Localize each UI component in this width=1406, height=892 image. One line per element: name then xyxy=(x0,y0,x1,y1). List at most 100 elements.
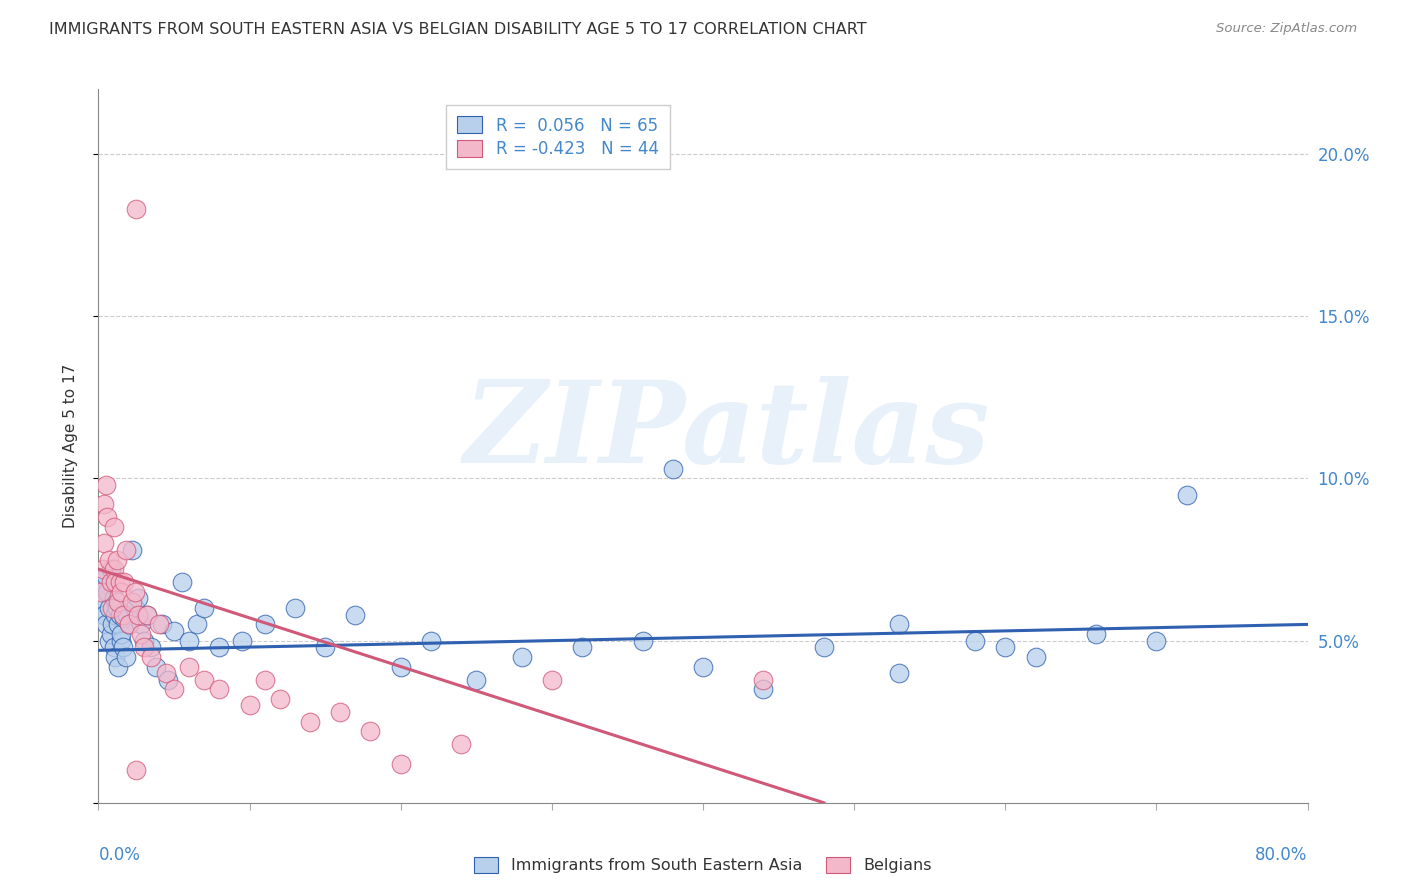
Point xyxy=(132,640,155,654)
Point xyxy=(420,633,443,648)
Point xyxy=(889,617,911,632)
Point xyxy=(108,607,131,622)
Point xyxy=(135,607,157,622)
Point xyxy=(571,640,593,654)
Point xyxy=(110,627,132,641)
Point xyxy=(112,611,135,625)
Point xyxy=(103,591,125,606)
Point xyxy=(94,617,117,632)
Point xyxy=(148,617,170,632)
Point xyxy=(90,585,112,599)
Point xyxy=(450,738,472,752)
Point xyxy=(163,624,186,638)
Point xyxy=(141,640,163,654)
Point xyxy=(118,617,141,632)
Point xyxy=(208,682,231,697)
Text: ZIPatlas: ZIPatlas xyxy=(464,376,990,487)
Point xyxy=(170,575,193,590)
Point xyxy=(110,633,132,648)
Point xyxy=(96,585,118,599)
Point xyxy=(692,659,714,673)
Point xyxy=(124,585,146,599)
Point xyxy=(510,649,533,664)
Point xyxy=(752,682,775,697)
Point xyxy=(94,568,117,582)
Point xyxy=(269,692,291,706)
Point xyxy=(105,552,128,566)
Point xyxy=(94,478,117,492)
Point xyxy=(155,666,177,681)
Point xyxy=(329,705,352,719)
Point xyxy=(110,585,132,599)
Point xyxy=(107,617,129,632)
Point xyxy=(101,617,124,632)
Point xyxy=(115,607,138,622)
Point xyxy=(91,595,114,609)
Point xyxy=(389,659,412,673)
Point xyxy=(132,633,155,648)
Point xyxy=(98,552,121,566)
Point xyxy=(111,607,134,622)
Point xyxy=(125,764,148,778)
Point xyxy=(1085,627,1108,641)
Point xyxy=(631,633,654,648)
Point xyxy=(91,562,114,576)
Point xyxy=(104,649,127,664)
Point xyxy=(93,497,115,511)
Point xyxy=(135,607,157,622)
Point xyxy=(1024,649,1046,664)
Point xyxy=(96,510,118,524)
Point xyxy=(965,633,987,648)
Point xyxy=(111,640,134,654)
Point xyxy=(150,617,173,632)
Point xyxy=(540,673,562,687)
Point xyxy=(360,724,382,739)
Point xyxy=(231,633,253,648)
Point xyxy=(179,633,201,648)
Point xyxy=(193,673,215,687)
Point xyxy=(129,617,152,632)
Point xyxy=(752,673,775,687)
Text: IMMIGRANTS FROM SOUTH EASTERN ASIA VS BELGIAN DISABILITY AGE 5 TO 17 CORRELATION: IMMIGRANTS FROM SOUTH EASTERN ASIA VS BE… xyxy=(49,22,868,37)
Point xyxy=(129,627,152,641)
Point xyxy=(98,633,121,648)
Point xyxy=(107,595,129,609)
Point xyxy=(994,640,1017,654)
Text: Source: ZipAtlas.com: Source: ZipAtlas.com xyxy=(1216,22,1357,36)
Point xyxy=(101,601,124,615)
Point xyxy=(90,575,112,590)
Point xyxy=(465,673,488,687)
Point xyxy=(208,640,231,654)
Point xyxy=(179,659,201,673)
Point xyxy=(344,607,367,622)
Text: 80.0%: 80.0% xyxy=(1256,846,1308,863)
Point xyxy=(193,601,215,615)
Point xyxy=(100,575,122,590)
Point xyxy=(93,607,115,622)
Point xyxy=(284,601,307,615)
Point xyxy=(107,659,129,673)
Point xyxy=(127,607,149,622)
Point xyxy=(112,575,135,590)
Point xyxy=(163,682,186,697)
Point xyxy=(239,698,262,713)
Point xyxy=(114,649,136,664)
Point xyxy=(104,575,127,590)
Point xyxy=(314,640,336,654)
Point xyxy=(121,595,143,609)
Point xyxy=(124,601,146,615)
Legend: Immigrants from South Eastern Asia, Belgians: Immigrants from South Eastern Asia, Belg… xyxy=(468,850,938,880)
Point xyxy=(98,601,121,615)
Point xyxy=(118,617,141,632)
Point xyxy=(889,666,911,681)
Point xyxy=(253,617,276,632)
Point xyxy=(145,659,167,673)
Legend: R =  0.056   N = 65, R = -0.423   N = 44: R = 0.056 N = 65, R = -0.423 N = 44 xyxy=(446,104,671,169)
Point xyxy=(103,640,125,654)
Point xyxy=(100,562,122,576)
Point xyxy=(141,649,163,664)
Point xyxy=(186,617,208,632)
Point xyxy=(104,607,127,622)
Point xyxy=(93,536,115,550)
Point xyxy=(103,520,125,534)
